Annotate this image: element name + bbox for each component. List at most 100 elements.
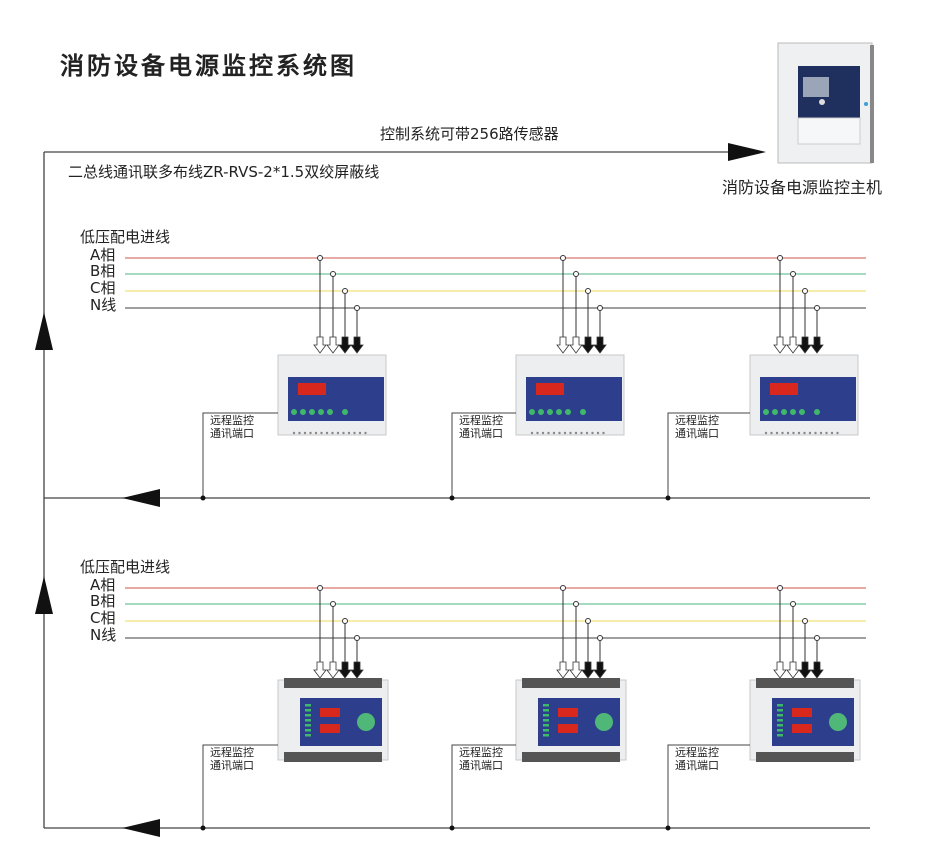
- bus-junction: [449, 495, 455, 501]
- down-arrow-icon: [773, 661, 787, 679]
- device-display: [298, 383, 326, 395]
- tap-node: [597, 305, 603, 311]
- down-arrow-icon: [773, 336, 787, 354]
- comm-port-wire: [667, 412, 750, 498]
- device-button: [529, 409, 535, 415]
- down-arrow-icon: [810, 661, 824, 679]
- feeder-label: 低压配电进线: [80, 228, 170, 246]
- status-led: [543, 734, 549, 737]
- status-led: [543, 719, 549, 722]
- device-button: [538, 409, 544, 415]
- nav-keypad: [829, 713, 847, 731]
- bus-cable-label: 二总线通讯联多布线ZR-RVS-2*1.5双绞屏蔽线: [68, 163, 379, 181]
- port-label: 通讯端口: [675, 759, 719, 772]
- left-arrow-icon: [122, 819, 160, 837]
- port-label: 远程监控: [675, 413, 719, 427]
- terminal: [336, 431, 340, 435]
- port-label: 远程监控: [210, 413, 254, 427]
- terminal: [808, 431, 812, 435]
- device-button: [342, 409, 348, 415]
- terminal: [364, 431, 367, 435]
- down-arrow-icon: [569, 336, 583, 354]
- tap-node: [330, 601, 336, 607]
- comm-port-wire: [667, 744, 750, 828]
- down-arrow-icon: [350, 661, 364, 679]
- down-arrow-icon: [556, 336, 570, 354]
- terminal: [309, 431, 312, 435]
- device-button: [327, 409, 333, 415]
- phase-label: N线: [90, 626, 116, 644]
- down-arrow-icon: [313, 336, 327, 354]
- nav-keypad: [595, 713, 613, 731]
- tap-node: [777, 255, 783, 261]
- terminal-strip: [756, 752, 854, 762]
- terminal: [585, 431, 589, 435]
- port-label: 通讯端口: [210, 427, 254, 440]
- tap-node: [585, 288, 591, 294]
- terminal: [552, 431, 556, 435]
- terminal: [347, 431, 351, 435]
- terminal: [580, 431, 583, 435]
- tap-node: [560, 255, 566, 261]
- left-arrow-icon: [122, 489, 160, 507]
- port-label: 远程监控: [459, 413, 503, 427]
- bus-junction: [665, 495, 671, 501]
- diagram-title: 消防设备电源监控系统图: [60, 52, 357, 80]
- current-display: [792, 724, 812, 733]
- terminal: [353, 431, 356, 435]
- tap-node: [777, 585, 783, 591]
- terminal-strip: [284, 752, 382, 762]
- status-led: [305, 704, 311, 707]
- status-led: [777, 734, 783, 737]
- port-label: 通讯端口: [459, 759, 503, 772]
- down-arrow-icon: [313, 661, 327, 679]
- comm-port-wire: [451, 744, 516, 828]
- port-label: 远程监控: [210, 745, 254, 759]
- phase-label: C相: [90, 279, 115, 297]
- current-display: [320, 724, 340, 733]
- terminal: [781, 431, 784, 435]
- tap-node: [585, 618, 591, 624]
- device-button: [556, 409, 562, 415]
- bus-junction: [449, 825, 455, 831]
- tap-node: [790, 601, 796, 607]
- status-led: [305, 709, 311, 712]
- terminal: [558, 431, 561, 435]
- terminal: [574, 431, 578, 435]
- phase-label: A相: [90, 576, 115, 594]
- status-led: [543, 724, 549, 727]
- down-arrow-icon: [810, 336, 824, 354]
- down-arrow-icon: [581, 336, 595, 354]
- terminal: [770, 431, 773, 435]
- status-led: [305, 719, 311, 722]
- down-arrow-icon: [569, 661, 583, 679]
- status-led: [305, 729, 311, 732]
- tap-node: [597, 635, 603, 641]
- terminal: [814, 431, 817, 435]
- terminal: [303, 431, 307, 435]
- current-display: [558, 724, 578, 733]
- port-label: 远程监控: [675, 745, 719, 759]
- device-button: [799, 409, 805, 415]
- terminal: [819, 431, 823, 435]
- up-arrow-icon: [35, 312, 53, 350]
- bus-junction: [200, 825, 206, 831]
- terminal: [775, 431, 779, 435]
- voltage-display: [558, 708, 578, 717]
- port-label: 通讯端口: [459, 427, 503, 440]
- tap-node: [814, 635, 820, 641]
- port-label: 通讯端口: [210, 759, 254, 772]
- tap-node: [814, 305, 820, 311]
- down-arrow-icon: [593, 336, 607, 354]
- voltage-display: [792, 708, 812, 717]
- terminal: [536, 431, 539, 435]
- terminal: [830, 431, 834, 435]
- feeder-label: 低压配电进线: [80, 558, 170, 576]
- port-label: 远程监控: [459, 745, 503, 759]
- terminal: [320, 431, 323, 435]
